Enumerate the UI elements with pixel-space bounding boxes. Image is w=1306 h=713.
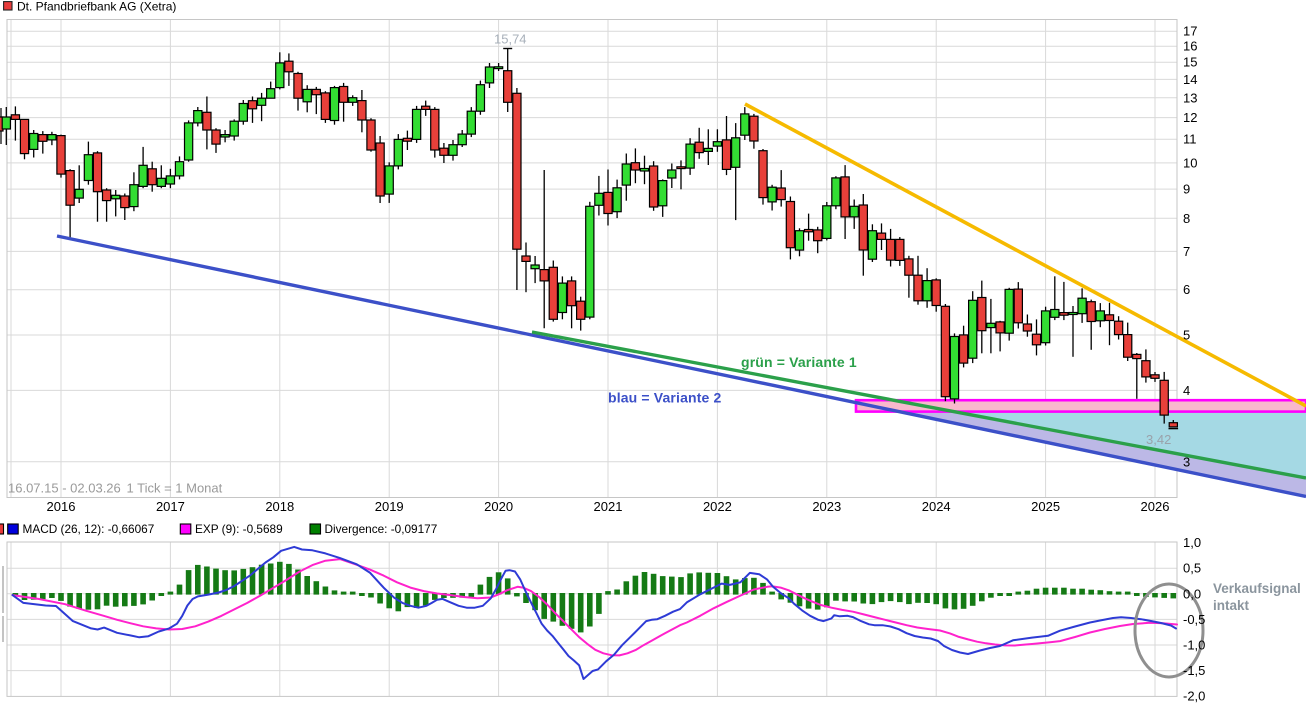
- svg-text:1 Tick = 1 Monat: 1 Tick = 1 Monat: [127, 481, 223, 496]
- svg-text:0,0: 0,0: [1183, 586, 1201, 601]
- svg-text:2017: 2017: [156, 499, 185, 514]
- svg-text:8: 8: [1183, 211, 1190, 226]
- svg-text:3,42: 3,42: [1146, 432, 1171, 447]
- svg-text:-1,0: -1,0: [1183, 638, 1205, 653]
- svg-text:16.07.15 - 02.03.26: 16.07.15 - 02.03.26: [8, 481, 121, 496]
- svg-text:-0,5: -0,5: [1183, 612, 1205, 627]
- svg-text:15,74: 15,74: [494, 32, 527, 47]
- svg-text:17: 17: [1183, 24, 1197, 39]
- svg-text:4: 4: [1183, 383, 1190, 398]
- svg-text:7: 7: [1183, 244, 1190, 259]
- svg-text:6: 6: [1183, 282, 1190, 297]
- svg-text:intakt: intakt: [1213, 598, 1250, 613]
- svg-text:5: 5: [1183, 328, 1190, 343]
- svg-text:12: 12: [1183, 110, 1197, 125]
- svg-text:3: 3: [1183, 454, 1190, 469]
- svg-text:2020: 2020: [484, 499, 513, 514]
- svg-text:2026: 2026: [1141, 499, 1170, 514]
- svg-text:2023: 2023: [812, 499, 841, 514]
- svg-text:2021: 2021: [594, 499, 623, 514]
- svg-text:2024: 2024: [922, 499, 951, 514]
- svg-text:2016: 2016: [47, 499, 76, 514]
- svg-text:Verkaufsignal: Verkaufsignal: [1213, 581, 1301, 596]
- svg-text:grün = Variante 1: grün = Variante 1: [741, 354, 857, 370]
- svg-text:2018: 2018: [265, 499, 294, 514]
- svg-text:16: 16: [1183, 39, 1197, 54]
- svg-text:2025: 2025: [1031, 499, 1060, 514]
- svg-text:2022: 2022: [703, 499, 732, 514]
- svg-text:-2,0: -2,0: [1183, 689, 1205, 704]
- svg-text:Divergence: -0,09177: Divergence: -0,09177: [325, 522, 438, 536]
- svg-text:14: 14: [1183, 72, 1197, 87]
- svg-text:13: 13: [1183, 90, 1197, 105]
- svg-text:blau = Variante 2: blau = Variante 2: [608, 390, 721, 406]
- svg-text:-1,5: -1,5: [1183, 663, 1205, 678]
- svg-text:15: 15: [1183, 55, 1197, 70]
- svg-text:1,0: 1,0: [1183, 535, 1201, 550]
- svg-text:MACD (26, 12): -0,66067: MACD (26, 12): -0,66067: [23, 522, 155, 536]
- svg-text:11: 11: [1183, 132, 1197, 147]
- svg-text:9: 9: [1183, 182, 1190, 197]
- svg-text:2019: 2019: [375, 499, 404, 514]
- svg-text:Dt. Pfandbriefbank AG (Xetra): Dt. Pfandbriefbank AG (Xetra): [17, 0, 176, 14]
- svg-text:0,5: 0,5: [1183, 561, 1201, 576]
- svg-text:10: 10: [1183, 155, 1197, 170]
- svg-text:EXP (9): -0,5689: EXP (9): -0,5689: [195, 522, 283, 536]
